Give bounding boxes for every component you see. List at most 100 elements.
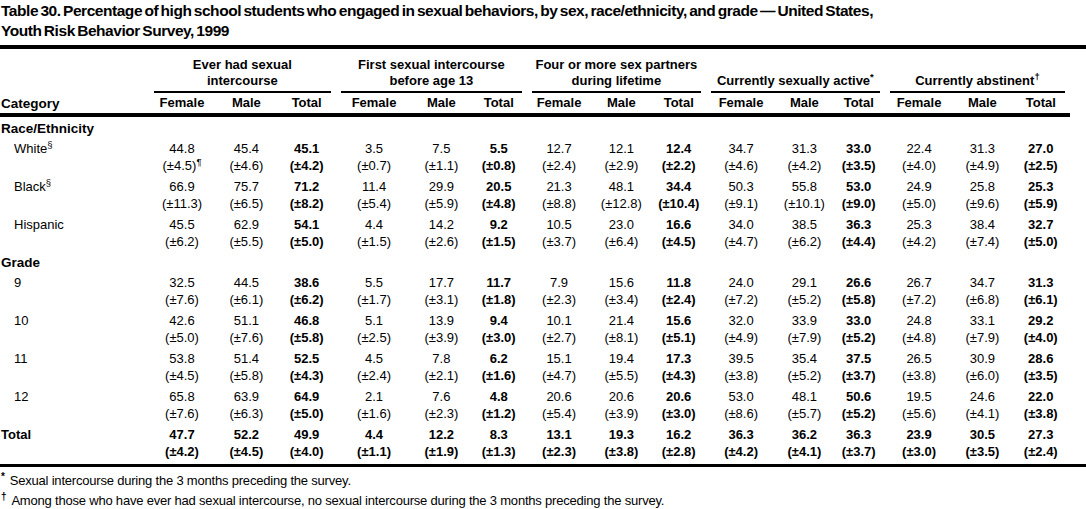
value-cell: 7.5: [412, 137, 470, 157]
value-cell: 22.4: [885, 137, 953, 157]
value-cell: 27.0: [1012, 137, 1070, 157]
value-cell: 34.4: [652, 175, 706, 195]
sub-header-female: Female: [885, 93, 953, 115]
value-cell: 12.4: [652, 137, 706, 157]
table-row-values: White§44.845.445.13.57.55.512.712.112.43…: [0, 137, 1070, 157]
ci-cell: (±6.1): [215, 291, 277, 309]
column-group-header: Currently sexually active*: [706, 49, 885, 93]
ci-cell: (±5.1): [652, 329, 706, 347]
ci-cell: (±8.8): [527, 195, 591, 213]
value-cell: 34.7: [706, 137, 776, 157]
value-cell: 32.5: [149, 271, 215, 291]
value-cell: 5.1: [336, 309, 412, 329]
ci-cell: (±3.9): [412, 329, 470, 347]
ci-cell: (±4.2): [149, 443, 215, 461]
report-page: Table 30. Percentage of high school stud…: [0, 0, 1086, 509]
ci-cell: (±2.1): [412, 367, 470, 385]
ci-cell: (±4.1): [776, 443, 832, 461]
footnote-text: Among those who have ever had sexual int…: [6, 493, 664, 508]
footnote-text: Sexual intercourse during the 3 months p…: [5, 473, 351, 488]
value-cell: 44.8: [149, 137, 215, 157]
ci-cell: (±10.4): [652, 195, 706, 213]
value-cell: 7.8: [412, 347, 470, 367]
ci-cell: (±5.6): [885, 405, 953, 423]
table-row-values: 1153.851.452.54.57.86.215.119.417.339.53…: [0, 347, 1070, 367]
value-cell: 47.7: [149, 423, 215, 443]
ci-cell: (±4.5): [652, 233, 706, 251]
sub-header-male: Male: [776, 93, 832, 115]
value-cell: 15.6: [591, 271, 651, 291]
ci-cell: (±4.7): [706, 233, 776, 251]
ci-cell: (±7.6): [149, 291, 215, 309]
value-cell: 8.3: [471, 423, 527, 443]
value-cell: 50.6: [833, 385, 885, 405]
value-cell: 29.2: [1012, 309, 1070, 329]
row-category-spacer: [0, 443, 149, 461]
value-cell: 39.5: [706, 347, 776, 367]
value-cell: 50.3: [706, 175, 776, 195]
table-row-values: 1265.863.964.92.17.64.820.620.620.653.04…: [0, 385, 1070, 405]
value-cell: 54.1: [278, 213, 336, 233]
ci-cell: (±7.2): [885, 291, 953, 309]
value-cell: 28.6: [1012, 347, 1070, 367]
value-cell: 4.8: [471, 385, 527, 405]
ci-cell: (±2.5): [336, 329, 412, 347]
table-body: Race/EthnicityWhite§44.845.445.13.57.55.…: [0, 115, 1070, 461]
sub-header-total: Total: [652, 93, 706, 115]
value-cell: 71.2: [278, 175, 336, 195]
value-cell: 24.8: [885, 309, 953, 329]
ci-cell: (±1.1): [336, 443, 412, 461]
value-cell: 31.3: [776, 137, 832, 157]
value-cell: 20.6: [652, 385, 706, 405]
value-cell: 52.5: [278, 347, 336, 367]
value-cell: 38.4: [953, 213, 1011, 233]
value-cell: 11.4: [336, 175, 412, 195]
column-group-label: Currently abstinent†: [890, 73, 1065, 93]
value-cell: 14.2: [412, 213, 470, 233]
ci-cell: (±5.2): [833, 329, 885, 347]
ci-cell: (±6.2): [149, 233, 215, 251]
value-cell: 20.5: [471, 175, 527, 195]
ci-cell: (±3.7): [833, 367, 885, 385]
sub-header-female: Female: [149, 93, 215, 115]
value-cell: 37.5: [833, 347, 885, 367]
value-cell: 10.1: [527, 309, 591, 329]
category-column-header: Category: [0, 49, 149, 115]
value-cell: 6.2: [471, 347, 527, 367]
column-group-label: First sexual intercourse before age 13: [341, 57, 522, 93]
sub-header-male: Male: [412, 93, 470, 115]
table-row-values: 1042.651.146.85.113.99.410.121.415.632.0…: [0, 309, 1070, 329]
value-cell: 15.1: [527, 347, 591, 367]
value-cell: 5.5: [471, 137, 527, 157]
ci-cell: (±11.3): [149, 195, 215, 213]
value-cell: 21.4: [591, 309, 651, 329]
ci-cell: (±4.5): [215, 443, 277, 461]
ci-cell: (±2.4): [652, 291, 706, 309]
group-header-row: CategoryEver had sexual intercourseFirst…: [0, 49, 1070, 93]
ci-cell: (±2.3): [527, 443, 591, 461]
value-cell: 12.1: [591, 137, 651, 157]
ci-cell: (±6.8): [953, 291, 1011, 309]
ci-cell: (±4.8): [885, 329, 953, 347]
value-cell: 25.8: [953, 175, 1011, 195]
ci-cell: (±6.0): [953, 367, 1011, 385]
ci-cell: (±3.9): [591, 405, 651, 423]
ci-cell: (±2.4): [1012, 443, 1070, 461]
ci-cell: (±4.2): [885, 233, 953, 251]
value-cell: 2.1: [336, 385, 412, 405]
value-cell: 48.1: [591, 175, 651, 195]
value-cell: 45.5: [149, 213, 215, 233]
ci-cell: (±5.2): [833, 405, 885, 423]
value-cell: 23.0: [591, 213, 651, 233]
value-cell: 5.5: [336, 271, 412, 291]
ci-cell: (±2.6): [412, 233, 470, 251]
row-category-spacer: [0, 329, 149, 347]
row-category-label: Hispanic: [0, 213, 149, 233]
row-category-label: White§: [0, 137, 149, 157]
row-category-spacer: [0, 157, 149, 175]
ci-cell: (±1.5): [471, 233, 527, 251]
ci-cell: (±3.4): [591, 291, 651, 309]
ci-cell: (±1.8): [471, 291, 527, 309]
ci-cell: (±5.9): [412, 195, 470, 213]
ci-cell: (±4.4): [833, 233, 885, 251]
